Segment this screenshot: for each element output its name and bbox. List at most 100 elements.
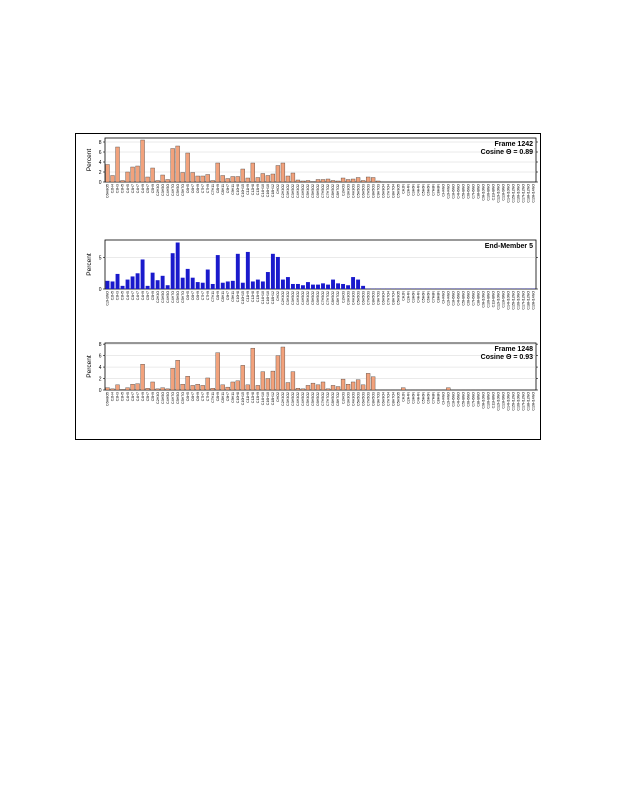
bar — [145, 388, 150, 391]
x-tick-label: C3H3O2 — [286, 291, 290, 305]
bar — [225, 281, 230, 289]
x-tick-label: C5H5O2 — [311, 184, 315, 198]
x-tick-label: C17H12NO — [522, 184, 526, 203]
x-tick-label: C7H7O4 — [386, 392, 390, 406]
x-tick-label: C5H5O — [176, 291, 180, 303]
x-tick-label: C4H5O2 — [301, 184, 305, 198]
bar — [145, 176, 150, 183]
x-tick-label: C16H10NO — [517, 184, 521, 203]
x-tick-label: C14H10NO — [507, 184, 511, 203]
x-tick-label: C8H8N — [436, 184, 440, 196]
x-tick-label: C4H3O3 — [351, 392, 355, 406]
x-tick-label: C5H8NO — [462, 184, 466, 199]
x-tick-label: C7H5O3 — [366, 392, 370, 406]
x-tick-label: C6H6NO — [467, 392, 471, 407]
x-tick-label: C14H10 — [261, 392, 265, 405]
bar — [140, 139, 145, 183]
bar — [125, 387, 130, 391]
bar — [325, 388, 331, 391]
x-tick-label: C10H8 — [236, 392, 240, 403]
x-tick-label: C13H9 — [256, 291, 260, 302]
x-tick-label: C3H7 — [131, 392, 135, 401]
x-tick-label: C16H10NO — [517, 291, 521, 310]
bar — [360, 180, 366, 183]
bar — [335, 386, 341, 391]
bar — [225, 178, 230, 183]
x-tick-label: C2H4NO — [446, 291, 450, 306]
panel-title: Frame 1242 — [494, 141, 533, 148]
x-tick-label: C5H5O2 — [311, 392, 315, 406]
x-tick-label: C3H6N — [411, 291, 415, 303]
bar — [285, 277, 290, 289]
x-tick-label: C5H9O5 — [396, 291, 400, 305]
x-tick-label: C5H6N — [421, 184, 425, 196]
bar — [180, 172, 185, 183]
x-tick-label: C10H15 — [241, 184, 245, 197]
y-tick-label: 8 — [99, 140, 102, 146]
x-tick-label: C8H11 — [221, 291, 225, 302]
bar — [321, 283, 325, 289]
x-tick-label: C5H6N — [421, 392, 425, 404]
x-tick-label: C5H5O3 — [356, 291, 360, 305]
bar — [140, 364, 145, 391]
plot-area — [104, 342, 537, 391]
x-tick-label: C8H9 — [216, 392, 220, 401]
x-tick-label: C10H8NO — [487, 392, 491, 409]
x-tick-label: C6H8O5 — [106, 184, 110, 198]
x-tick-label: CH2N — [401, 184, 405, 194]
x-tick-label: C4H5O — [166, 291, 170, 303]
bar — [361, 285, 366, 289]
x-tick-label: C3H3O2 — [286, 392, 290, 406]
bar — [150, 167, 155, 183]
x-tick-label: C8H8NO — [477, 184, 481, 199]
x-tick-label: C8H9 — [216, 291, 220, 300]
bar — [280, 346, 286, 391]
x-tick-label: C6H5 — [186, 291, 190, 300]
x-tick-label: C2H3NO — [106, 291, 110, 306]
bar — [341, 283, 346, 289]
x-tick-label: C4H7 — [136, 184, 140, 193]
x-tick-label: C4H6NO — [457, 184, 461, 199]
bar — [180, 384, 185, 391]
bar — [210, 388, 215, 391]
x-tick-label: C3H6N — [411, 392, 415, 404]
bar — [220, 282, 225, 289]
x-tick-label: C7H8N — [431, 184, 435, 196]
x-tick-label: C11H8NO — [492, 291, 496, 308]
x-tick-label: C6H9O4 — [381, 291, 385, 305]
x-tick-label: C5H3O2 — [306, 184, 310, 198]
x-tick-label: C2H4 — [111, 392, 115, 401]
x-tick-label: C9H10NO — [482, 392, 486, 409]
bar — [255, 177, 260, 183]
bar — [120, 285, 125, 289]
x-tick-label: C17H12NO — [522, 392, 526, 411]
x-tick-label: C2H3O2 — [281, 392, 285, 406]
bar — [320, 179, 326, 183]
x-tick-label: C12H8 — [251, 392, 255, 403]
bar — [315, 179, 321, 183]
x-tick-label: C3H5O — [161, 392, 165, 404]
x-tick-label: C8H7O2 — [336, 184, 340, 198]
x-tick-label: C5H5O3 — [356, 392, 360, 406]
x-tick-label: C8H7O4 — [391, 291, 395, 305]
x-tick-label: C5H7 — [146, 184, 150, 193]
bar — [265, 272, 270, 289]
x-tick-label: C3H3O2 — [286, 184, 290, 198]
x-tick-label: C7H7O2 — [326, 291, 330, 305]
panel-subtitle: Cosine Θ = 0.89 — [481, 149, 533, 156]
x-tick-label: C3H6N — [411, 184, 415, 196]
x-tick-label: C4H4N — [416, 184, 420, 196]
x-tick-label: C4H7 — [136, 392, 140, 401]
bar — [240, 365, 245, 391]
x-tick-label: C4H6NO — [457, 392, 461, 407]
bar — [165, 285, 170, 289]
bar — [250, 281, 255, 289]
x-tick-label: C8H8N — [436, 392, 440, 404]
x-tick-label: C6H6NO — [467, 291, 471, 306]
x-tick-label: C8H5O3 — [371, 184, 375, 198]
bar — [370, 177, 376, 183]
bar — [280, 162, 286, 183]
bar — [351, 277, 356, 289]
